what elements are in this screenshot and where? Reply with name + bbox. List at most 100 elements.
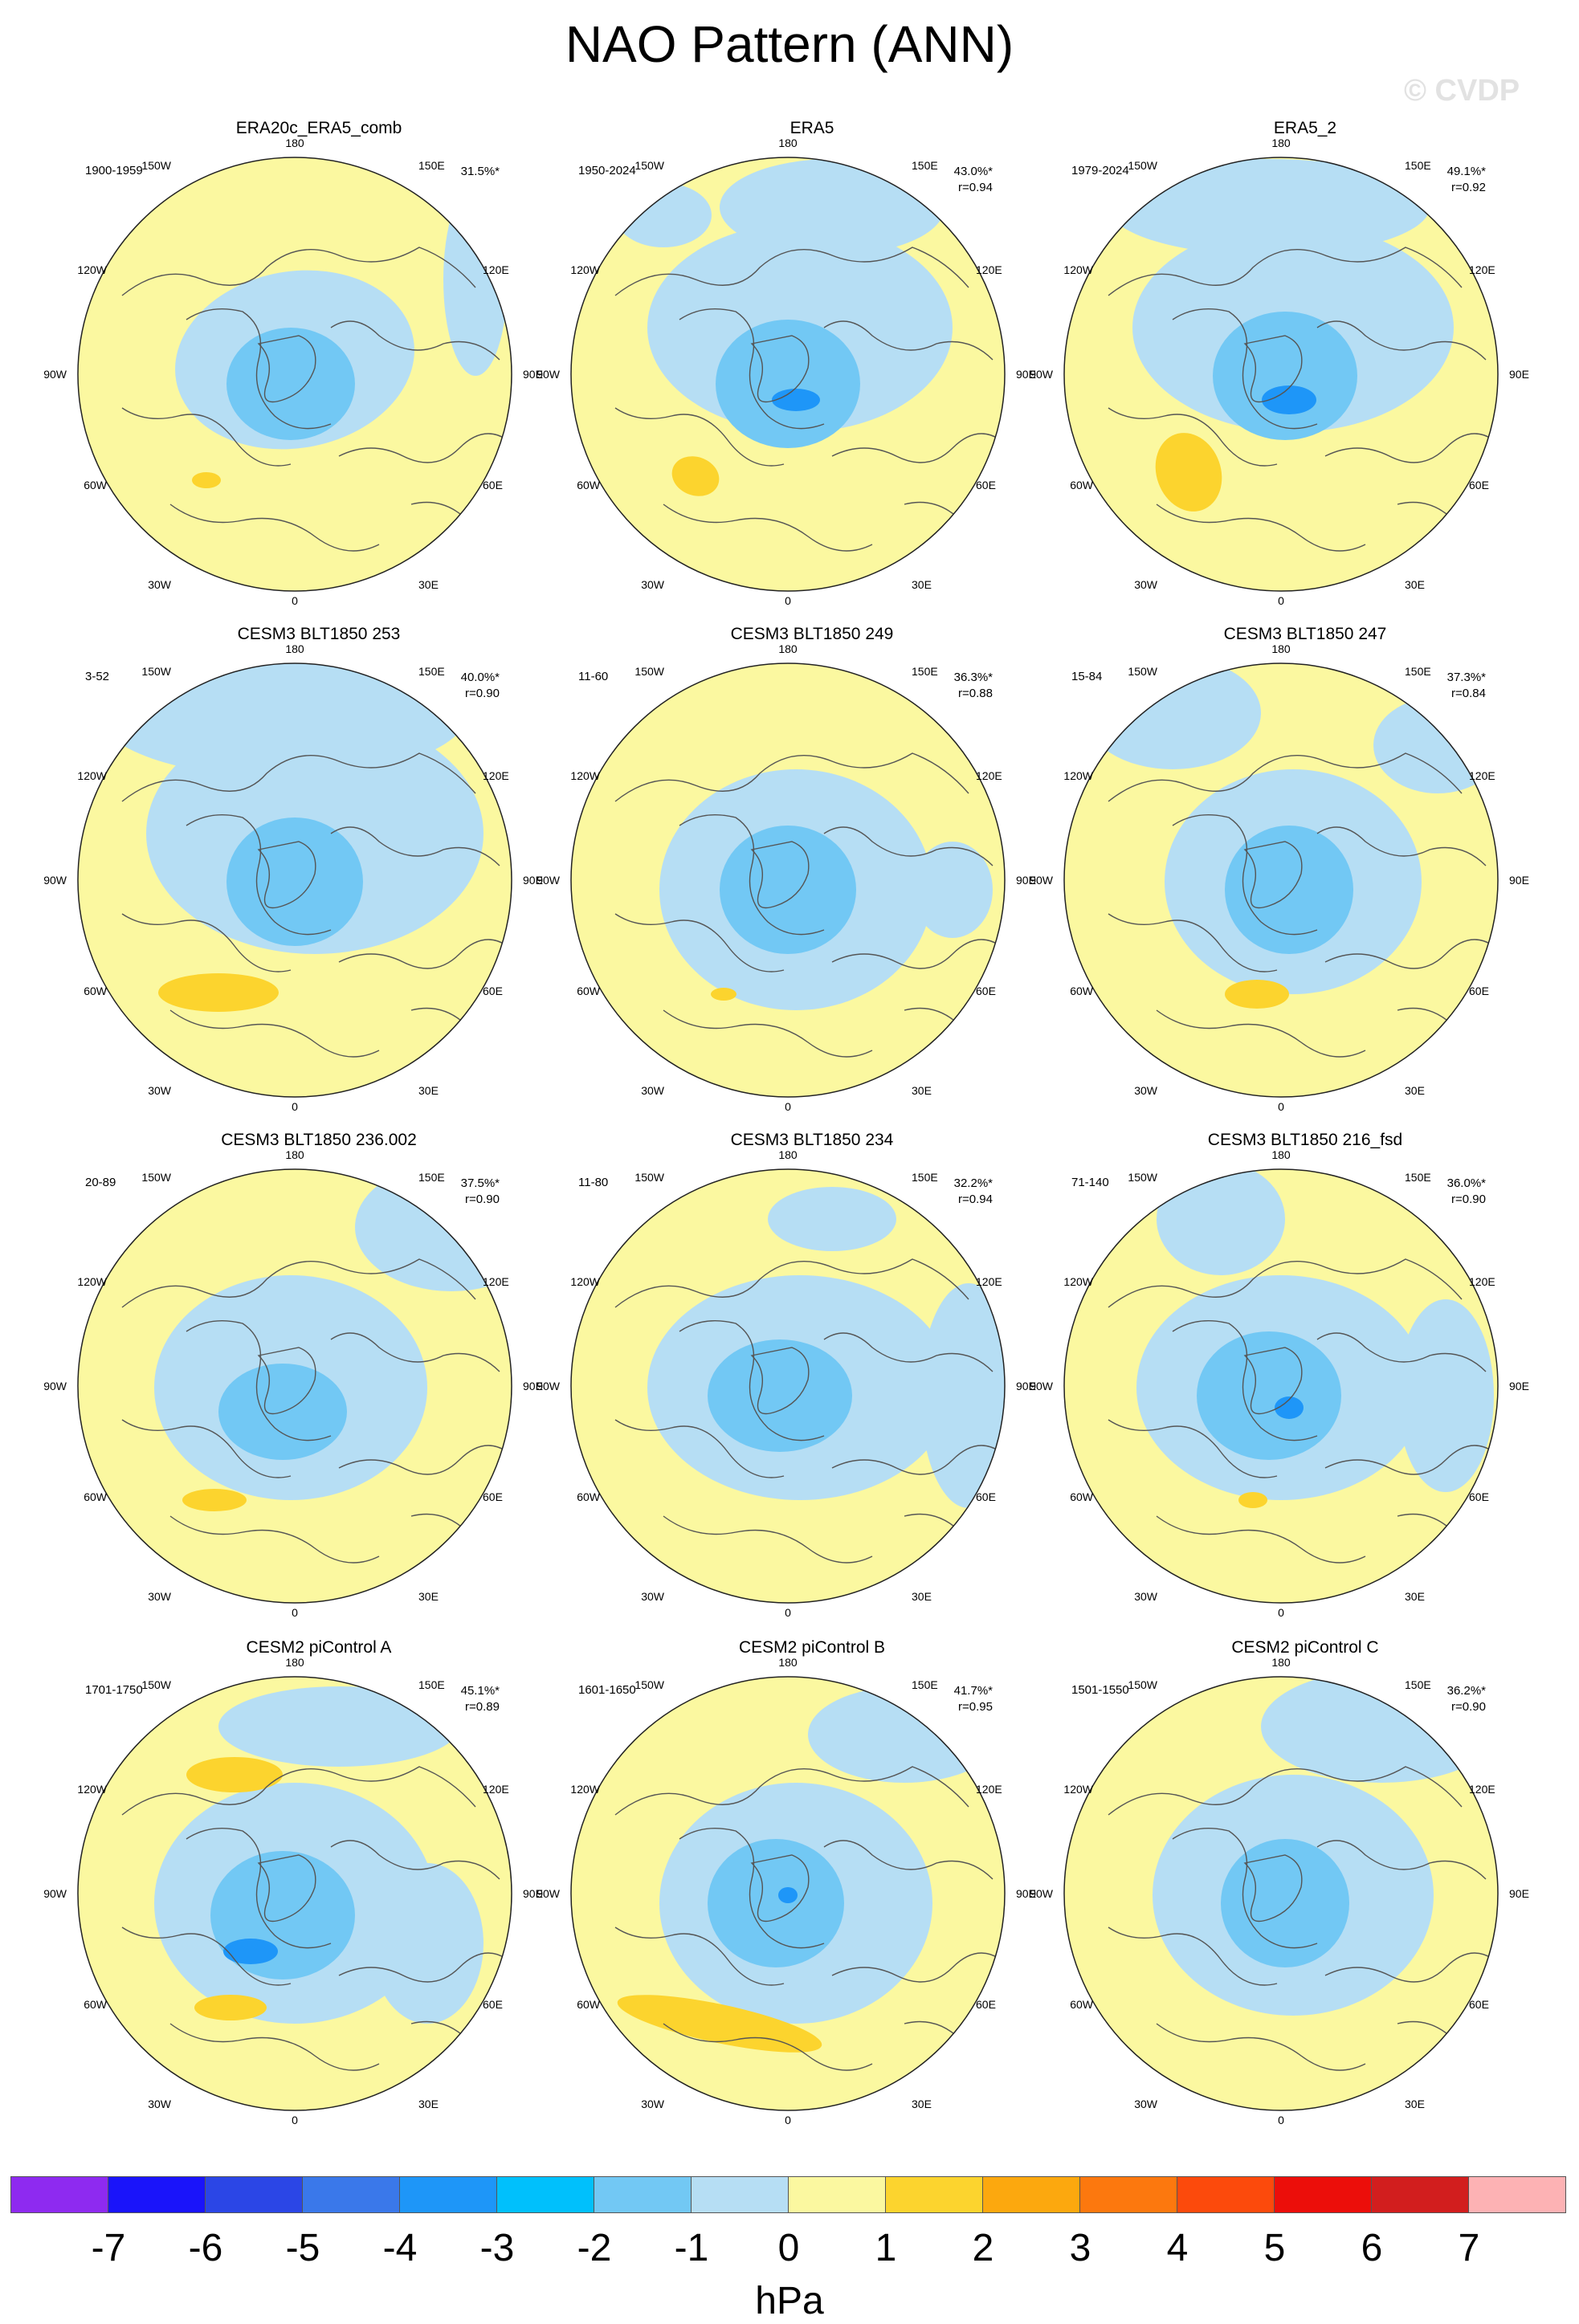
panel-years: 1950-2024 [578,164,636,177]
coastline [1324,1952,1495,1983]
lon-label: 90E [1016,1380,1036,1392]
coastline [831,1445,1002,1475]
maps-grid: ERA20c_ERA5_comb 1900-1959 31.5%* 180 150W 15… [43,119,1550,2144]
map-boundary [1063,1676,1499,2111]
positive-anomaly-moderate [617,1995,822,2053]
lon-label: 90E [1509,1887,1529,1900]
panel-correlation: r=0.88 [958,687,993,700]
map-boundary [570,157,1006,592]
colorbar-box [1079,2176,1177,2213]
colorbar-tick-label: -5 [285,2227,320,2269]
lon-label: 60E [1469,985,1489,997]
positive-anomaly-moderate [1155,433,1222,512]
lon-label: 120W [1063,263,1093,276]
lon-label: 60W [84,985,107,997]
lon-label: 150E [1405,665,1431,678]
coastline [750,335,810,403]
polar-map [1063,157,1499,592]
map-panel: CESM2 piControl B 1601-1650 41.7%* r=0.95 18… [537,1638,1057,2144]
coastline [679,1319,825,1441]
coastline [257,841,316,909]
polar-map [570,663,1006,1098]
lon-label: 180 [285,642,304,655]
lon-label: 60E [483,1490,503,1503]
lon-label: 30E [418,1084,439,1097]
coastline [338,1445,508,1475]
negative-anomaly-weak [218,1686,459,1767]
lon-label: 120E [483,769,509,782]
coastline [330,1332,500,1372]
coastline [679,1827,825,1949]
colorbar-box [594,2176,692,2213]
lon-label: 150E [912,665,938,678]
coastline [614,1766,969,1816]
lon-label: 150W [634,665,664,678]
positive-anomaly-moderate [711,988,736,1001]
lon-label: 60W [577,1490,600,1503]
panel-title: ERA5_2 [1273,119,1337,137]
lon-label: 150E [418,1678,445,1691]
polar-map [570,1168,1006,1604]
coastline [1243,335,1303,403]
panel-correlation: r=0.94 [958,181,993,194]
panel-title: CESM3 BLT1850 236.002 [221,1131,417,1149]
panel-correlation: r=0.90 [1451,1700,1486,1714]
lon-label: 150W [1128,1171,1157,1184]
coastline [614,1419,785,1478]
positive-anomaly-moderate [671,456,720,496]
coastline [338,1952,508,1983]
lon-label: 150E [912,1678,938,1691]
lon-label: 0 [292,1100,298,1113]
panel-percent: 37.5%* [460,1176,500,1190]
lon-label: 30E [912,1084,932,1097]
coastline [330,1840,500,1880]
map-panel: CESM3 BLT1850 247 15-84 37.3%* r=0.84 180 150… [1030,625,1550,1131]
lon-label: 30E [1405,1590,1425,1603]
panel-correlation: r=0.92 [1451,181,1486,194]
map-panel: ERA20c_ERA5_comb 1900-1959 31.5%* 180 150W 15… [43,119,564,625]
map-boundary [77,663,512,1098]
lon-label: 120E [483,263,509,276]
coastline [1156,2023,1366,2071]
lon-label: 60W [1070,1998,1093,2011]
coastline [338,939,508,969]
colorbar-box [108,2176,206,2213]
lon-label: 90W [537,874,560,887]
negative-anomaly-strong [1262,385,1316,414]
watermark: © CVDP [1404,74,1520,108]
panel-percent: 43.0%* [953,165,993,178]
coastline [186,813,332,936]
lon-label: 90E [1509,368,1529,381]
lon-label: 90E [523,368,543,381]
lon-label: 150E [912,1171,938,1184]
colorbar-box [302,2176,400,2213]
lon-label: 30W [1134,1590,1157,1603]
panel-correlation: r=0.90 [465,1193,500,1206]
coastline [121,913,292,972]
colorbar-box [691,2176,789,2213]
colorbar-tick-label: 4 [1166,2227,1189,2269]
negative-anomaly-moderate [1213,312,1357,440]
polar-map [77,1676,512,2111]
panel-years: 15-84 [1071,670,1103,683]
coastline [614,407,785,467]
panel-percent: 32.2%* [953,1176,993,1190]
lon-label: 120E [976,1783,1002,1796]
lon-label: 90E [1016,1887,1036,1900]
lon-label: 30E [418,2098,439,2110]
lon-label: 180 [1271,642,1291,655]
negative-anomaly-strong [772,389,820,411]
colorbar-box [496,2176,594,2213]
colorbar-tick-label: 2 [972,2227,994,2269]
lon-label: 150E [418,665,445,678]
panel-years: 1979-2024 [1071,164,1129,177]
colorbar-tick-label: -1 [674,2227,709,2269]
lon-label: 60W [1070,479,1093,491]
coastline [169,1009,380,1058]
map-boundary [570,663,1006,1098]
lon-label: 120W [1063,1275,1093,1288]
panel-title: CESM3 BLT1850 234 [730,1131,894,1149]
panel-years: 11-60 [578,670,609,683]
panel-title: CESM3 BLT1850 247 [1223,625,1387,643]
coastline [679,308,825,430]
